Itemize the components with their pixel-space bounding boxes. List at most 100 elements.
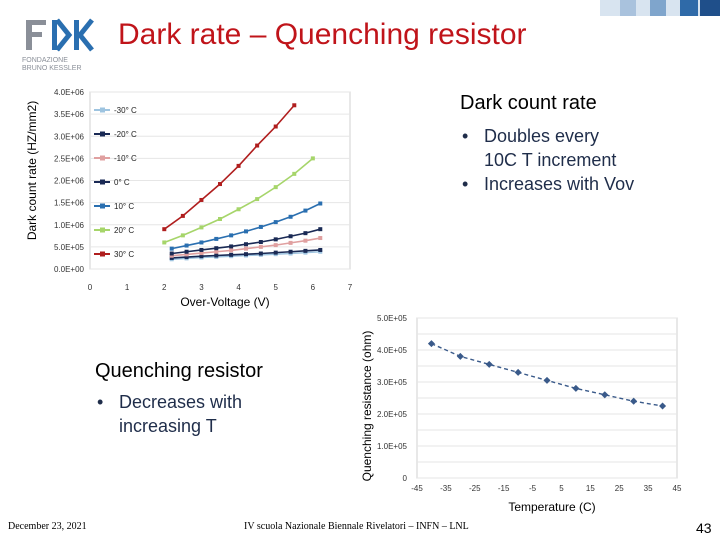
bullet-item: increasing T [97,414,327,438]
data-point [601,391,609,399]
bullet-item: 10C T increment [462,148,712,172]
x-axis-label: Temperature (C) [508,500,595,514]
bullet-text: Increases with Vov [484,174,635,194]
footer-center-text: IV scuola Nazionale Biennale Rivelatori … [244,521,469,532]
legend-marker [100,179,105,185]
legend-marker [100,251,105,257]
legend-label: 0° C [114,178,130,187]
data-point [318,227,323,232]
data-point [485,360,493,368]
data-point [288,249,293,254]
data-point [303,238,308,243]
data-point [180,213,185,218]
data-point [303,231,308,236]
data-point [184,252,189,257]
y-tick-label: 1.0E+06 [54,221,85,230]
data-point [199,197,204,202]
data-point [255,197,260,202]
x-tick-label: 2 [162,283,167,292]
data-point [288,234,293,239]
quenching-bullets: • Decreases with increasing T [97,390,327,438]
data-point [543,376,551,384]
legend-label: 10° C [114,202,134,211]
bullet-text: 10C T increment [484,150,617,170]
data-point [244,252,248,257]
y-axis-label: Quenching resistance (ohm) [360,331,374,482]
legend-marker [100,107,105,113]
legend-label: -20° C [114,130,137,139]
y-tick-label: 5.0E+05 [54,243,85,252]
bullet-dot-icon: • [97,392,104,412]
bullet-dot-icon: • [462,174,469,194]
data-point [169,255,174,260]
y-tick-label: 3.5E+06 [54,110,85,119]
data-point [199,240,204,245]
data-point [236,207,241,212]
quenching-chart: 0 1.0E+05 2.0E+05 3.0E+05 4.0E+05 5.0E+05 -45 -… [360,314,682,514]
y-tick-label: 0.0E+00 [54,265,85,274]
x-axis-label: Over-Voltage (V) [180,295,269,309]
header-band [600,0,720,16]
y-tick-label: 1.5E+06 [54,199,85,208]
y-tick-label: 3.0E+05 [377,378,408,387]
data-point [169,251,174,256]
y-tick-label: 4.0E+06 [54,88,85,97]
data-point [244,242,248,247]
data-point [273,243,278,248]
x-tick-label: 25 [615,484,624,493]
fbk-logo [22,16,102,76]
data-point [229,252,234,257]
data-point [292,103,297,108]
data-point [258,251,263,256]
data-point [162,240,167,245]
y-tick-label: 2.0E+05 [377,410,408,419]
data-point [229,248,234,253]
x-tick-label: -25 [469,484,481,493]
data-point [214,253,219,258]
bullet-text: Decreases with [119,392,243,412]
logo-text: FONDAZIONE BRUNO KESSLER [22,57,82,73]
data-point [273,124,278,129]
x-tick-label: 7 [348,283,353,292]
quenching-heading: Quenching resistor [95,360,263,382]
bullet-text: Doubles every [484,126,600,146]
data-point [659,402,667,410]
y-tick-label: 2.5E+06 [54,154,85,163]
data-point [218,216,222,221]
legend-label: -10° C [114,154,137,163]
x-tick-label: -15 [498,484,510,493]
dark-rate-heading: Dark count rate [460,92,597,114]
data-point [199,247,204,252]
data-point [236,163,241,168]
series-line [163,104,295,230]
bullet-item: • Decreases with [97,390,327,414]
data-point [184,249,189,254]
y-tick-label: 2.0E+06 [54,177,85,186]
data-point [273,185,278,190]
data-point [258,240,263,245]
x-tick-label: 1 [125,283,130,292]
logo-text-line: BRUNO KESSLER [22,65,82,72]
x-tick-label: 15 [586,484,595,493]
data-point [184,243,189,248]
data-point [214,236,219,241]
data-point [258,224,263,229]
legend-marker [100,131,105,137]
y-tick-label: 3.0E+06 [54,132,85,141]
footer-date: December 23, 2021 [8,521,87,532]
x-tick-label: 4 [236,283,241,292]
bullet-dot-icon: • [462,126,469,146]
data-point [229,233,234,238]
page-number: 43 [696,520,712,536]
x-tick-label: 0 [88,283,93,292]
y-axis-label: Dark count rate (HZ/mm2) [25,101,39,240]
logo-text-line: FONDAZIONE [22,57,68,64]
data-point [199,254,204,259]
x-tick-label: -45 [411,484,423,493]
data-point [162,227,167,232]
x-tick-label: 6 [311,283,316,292]
x-tick-label: 35 [644,484,653,493]
data-point [303,248,308,253]
page-title: Dark rate – Quenching resistor [118,18,527,51]
legend-label: 30° C [114,250,134,259]
